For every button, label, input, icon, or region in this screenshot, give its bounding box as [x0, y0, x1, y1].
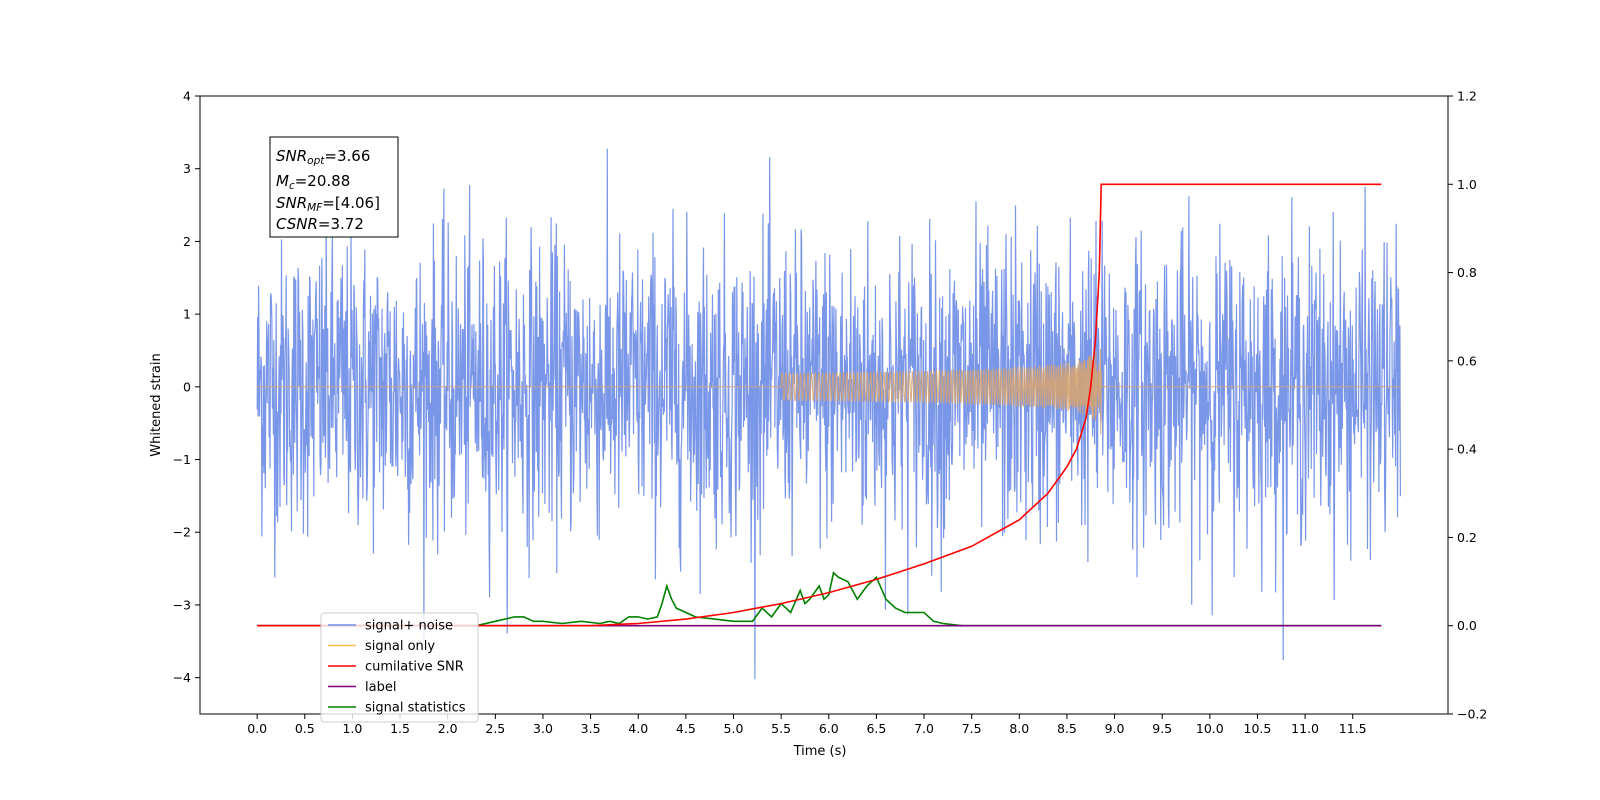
y2-tick-label: −0.2 [1457, 707, 1487, 722]
x-tick-label: 4.0 [628, 721, 648, 736]
x-tick-label: 10.5 [1244, 721, 1272, 736]
y2-tick-label: 1.0 [1457, 177, 1477, 192]
x-tick-label: 6.0 [819, 721, 839, 736]
plot-frame [199, 95, 1449, 715]
x-tick-label: 6.5 [866, 721, 886, 736]
legend-label: signal+ noise [365, 619, 453, 634]
y2-tick-label: 0.0 [1457, 618, 1477, 633]
x-tick-label: 4.5 [676, 721, 696, 736]
x-tick-label: 3.5 [581, 721, 601, 736]
y2-tick-label: 0.4 [1457, 442, 1477, 457]
x-tick-label: 10.0 [1196, 721, 1224, 736]
legend: signal+ noise signal only cumilative SNR la… [320, 612, 479, 723]
x-tick-label: 0.5 [295, 721, 315, 736]
series-signal-only [257, 348, 1401, 435]
annotation-csnr: CSNR=3.72 [276, 215, 364, 233]
y-axis-left: 4 3 2 1 0 −1 −2 −3 −4 [173, 89, 200, 685]
x-tick-label: 2.5 [485, 721, 505, 736]
legend-label: cumilative SNR [365, 660, 464, 675]
y2-tick-label: 0.8 [1457, 265, 1477, 280]
x-tick-label: 11.0 [1291, 721, 1319, 736]
annotation-frame [269, 136, 399, 238]
x-axis: 0.0 0.5 1.0 1.5 2.0 2.5 3.0 3.5 4.0 4.5 5.0 5.5 6.0 6… [247, 714, 1367, 736]
x-tick-label: 1.0 [342, 721, 362, 736]
y-tick-label: 4 [183, 89, 191, 104]
y-tick-label: 2 [183, 234, 191, 249]
y-tick-label: −1 [173, 452, 191, 467]
y2-tick-label: 0.6 [1457, 353, 1477, 368]
y-tick-label: −3 [173, 597, 191, 612]
legend-label: label [365, 680, 396, 695]
legend-label: signal only [365, 639, 435, 654]
x-axis-label: Time (s) [793, 744, 847, 759]
y-tick-label: −2 [173, 525, 191, 540]
annotation-snr-mf: SNRMF=[4.06] [276, 194, 380, 214]
y-tick-label: 3 [183, 161, 191, 176]
x-tick-label: 5.0 [724, 721, 744, 736]
series-layer [256, 148, 1402, 680]
annotation-snr-opt: SNRopt=3.66 [276, 147, 370, 167]
y-axis-right: 1.2 1.0 0.8 0.6 0.4 0.2 0.0 −0.2 [1448, 89, 1487, 722]
x-tick-label: 5.5 [771, 721, 791, 736]
x-tick-label: 7.0 [914, 721, 934, 736]
x-tick-label: 7.5 [962, 721, 982, 736]
y2-tick-label: 1.2 [1457, 89, 1477, 104]
x-tick-label: 8.5 [1057, 721, 1077, 736]
x-tick-label: 8.0 [1009, 721, 1029, 736]
legend-label: signal statistics [365, 701, 466, 716]
x-tick-label: 1.5 [390, 721, 410, 736]
series-cumilative-snr [257, 183, 1382, 627]
legend-frame [320, 612, 479, 723]
x-tick-label: 9.5 [1152, 721, 1172, 736]
y-tick-label: 0 [183, 379, 191, 394]
x-tick-label: 2.0 [438, 721, 458, 736]
series-signal-noise [256, 148, 1402, 680]
annotation-box: SNRopt=3.66 Mc=20.88 SNRMF=[4.06] CSNR=3… [269, 136, 399, 238]
y2-tick-label: 0.2 [1457, 530, 1477, 545]
annotation-mc: Mc=20.88 [276, 172, 350, 192]
y-axis-label: Whitened strain [149, 353, 164, 456]
y-tick-label: −4 [173, 670, 191, 685]
x-tick-label: 0.0 [247, 721, 267, 736]
x-tick-label: 9.0 [1105, 721, 1125, 736]
x-tick-label: 11.5 [1339, 721, 1367, 736]
x-tick-label: 3.0 [533, 721, 553, 736]
y-tick-label: 1 [183, 307, 191, 322]
